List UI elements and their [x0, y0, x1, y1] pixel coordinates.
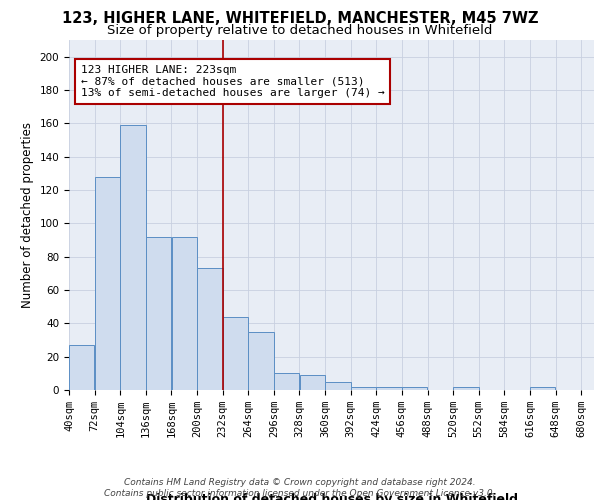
Bar — [146, 236, 172, 390]
Bar — [402, 386, 427, 390]
Y-axis label: Number of detached properties: Number of detached properties — [21, 122, 34, 308]
Bar — [248, 332, 274, 390]
Text: 123 HIGHER LANE: 223sqm
← 87% of detached houses are smaller (513)
13% of semi-d: 123 HIGHER LANE: 223sqm ← 87% of detache… — [81, 65, 385, 98]
Bar — [376, 386, 402, 390]
Bar — [453, 386, 479, 390]
Bar — [69, 345, 94, 390]
Text: Size of property relative to detached houses in Whitefield: Size of property relative to detached ho… — [107, 24, 493, 37]
Bar — [223, 316, 248, 390]
Bar — [172, 236, 197, 390]
Bar — [530, 386, 556, 390]
Bar — [95, 176, 120, 390]
Text: Contains HM Land Registry data © Crown copyright and database right 2024.
Contai: Contains HM Land Registry data © Crown c… — [104, 478, 496, 498]
Bar — [325, 382, 350, 390]
Bar — [351, 386, 376, 390]
Bar — [121, 125, 146, 390]
Bar — [197, 268, 223, 390]
Bar — [299, 375, 325, 390]
Text: 123, HIGHER LANE, WHITEFIELD, MANCHESTER, M45 7WZ: 123, HIGHER LANE, WHITEFIELD, MANCHESTER… — [62, 11, 538, 26]
X-axis label: Distribution of detached houses by size in Whitefield: Distribution of detached houses by size … — [146, 493, 517, 500]
Bar — [274, 374, 299, 390]
